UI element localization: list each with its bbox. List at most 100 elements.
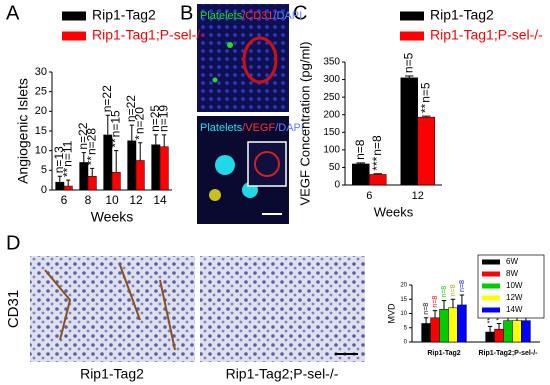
bar [521, 320, 531, 343]
x-axis-label: Weeks [91, 209, 134, 225]
error-bar [153, 134, 158, 145]
y-tick-label: 10 [400, 311, 407, 317]
n-label: n=8 [441, 286, 448, 298]
error-bar [421, 115, 431, 118]
vessel [242, 36, 278, 84]
image-label: CD31 [5, 290, 22, 328]
significance: ** [418, 103, 432, 113]
n-label: n=22 [100, 85, 114, 112]
label-part: /DAPI [273, 10, 302, 22]
bar [352, 163, 370, 186]
y-axis-label: MVD [386, 303, 396, 324]
legend-label: Rip1-Tag2 [430, 7, 494, 23]
error-bar [405, 75, 414, 78]
bar [55, 181, 65, 191]
significance: * [132, 135, 146, 140]
bar [400, 77, 418, 186]
bar [127, 140, 137, 191]
bar [417, 116, 435, 186]
legend-swatch [482, 259, 500, 265]
legend-swatch [482, 307, 500, 313]
error-bar [441, 300, 447, 310]
image-caption: Rip1-Tag2 [80, 366, 144, 382]
legend-swatch [482, 295, 500, 301]
error-bar [66, 179, 71, 187]
inset [247, 141, 287, 187]
n-label: n=11 [60, 140, 74, 166]
n-label: n=20 [132, 107, 146, 134]
y-tick-label: 50 [329, 162, 341, 173]
legend-swatch [400, 11, 424, 21]
error-bar [496, 322, 502, 330]
n-label: n=28 [84, 128, 98, 155]
n-label: n=8 [450, 284, 457, 296]
error-bar [356, 162, 366, 164]
y-tick-label: 20 [35, 105, 47, 117]
bar [135, 160, 145, 191]
bar [369, 174, 387, 186]
panel-letter: B [180, 2, 193, 24]
micrograph [200, 256, 365, 362]
error-bar [450, 298, 456, 308]
y-tick-label: 15 [35, 125, 47, 137]
image-label: Platelets/CD31/DAPI [200, 10, 302, 22]
panel-letter: D [6, 232, 20, 254]
legend-label: Rip1-Tag1;P-sel-/- [92, 27, 205, 43]
y-tick-label: 10 [35, 145, 47, 157]
label-part: Platelets [200, 122, 243, 134]
n-label: n=15 [108, 110, 122, 137]
bar [87, 175, 97, 191]
n-label: n=19 [156, 105, 170, 132]
bar [457, 304, 467, 343]
x-tick-label: 12 [129, 193, 143, 207]
vessel-stain [44, 264, 176, 351]
error-bar [373, 173, 382, 175]
platelet [212, 77, 218, 83]
legend-swatch [62, 31, 86, 41]
y-tick-label: 250 [323, 92, 340, 103]
label-part: /CD31 [242, 10, 273, 22]
legend-label: 8W [506, 269, 518, 278]
n-label: n=8 [370, 135, 384, 156]
error-bar [105, 114, 110, 135]
bar [421, 323, 431, 343]
x-tick-label: 14 [153, 193, 167, 207]
significance: ** [108, 138, 122, 148]
x-tick-label: 10 [105, 193, 119, 207]
error-bar [138, 142, 143, 161]
x-tick-label: 6 [366, 190, 372, 202]
platelet [215, 155, 235, 175]
x-tick-label: 6 [61, 193, 68, 207]
bar [159, 146, 169, 191]
legend-swatch [62, 11, 86, 21]
label-part: /DAPI [275, 122, 304, 134]
error-bar [81, 152, 86, 163]
y-tick-label: 0 [404, 340, 408, 346]
error-bar [114, 150, 119, 173]
error-bar [162, 134, 167, 147]
y-tick-label: 30 [35, 66, 47, 78]
n-label: n=25 [148, 105, 162, 132]
panel-letter: C [293, 2, 307, 24]
n-label: n=22 [76, 122, 90, 149]
y-axis-label: Angiogenic Islets [15, 78, 31, 184]
legend-label: 10W [506, 281, 523, 290]
legend-swatch [482, 283, 500, 289]
legend-swatch [400, 31, 424, 41]
n-label: n=13 [52, 146, 66, 173]
y-tick-label: 0 [41, 184, 47, 196]
bar [79, 162, 89, 191]
y-tick-label: 15 [400, 297, 407, 303]
bar [448, 307, 458, 343]
y-tick-label: 5 [41, 164, 47, 176]
label-part: /VEGF [242, 122, 275, 134]
n-label: n=8 [432, 296, 439, 308]
bar [111, 172, 121, 191]
error-bar [423, 317, 429, 324]
significance: ** [487, 318, 494, 324]
micrograph [30, 256, 195, 362]
y-tick-label: 100 [323, 144, 340, 155]
bar [430, 317, 440, 343]
error-bar [129, 124, 134, 141]
